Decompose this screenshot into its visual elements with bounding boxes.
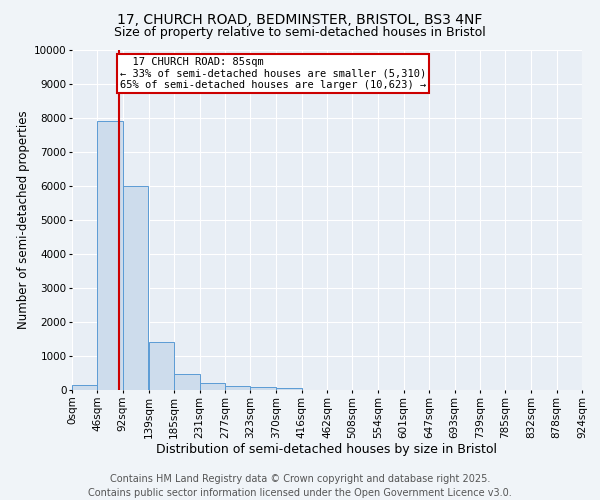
Bar xyxy=(149,342,174,390)
Bar xyxy=(225,386,250,390)
Bar xyxy=(97,122,123,390)
Text: Contains HM Land Registry data © Crown copyright and database right 2025.
Contai: Contains HM Land Registry data © Crown c… xyxy=(88,474,512,498)
Bar xyxy=(123,186,148,390)
Bar xyxy=(174,374,200,390)
Y-axis label: Number of semi-detached properties: Number of semi-detached properties xyxy=(17,110,29,330)
Bar xyxy=(199,382,225,390)
X-axis label: Distribution of semi-detached houses by size in Bristol: Distribution of semi-detached houses by … xyxy=(157,443,497,456)
Text: Size of property relative to semi-detached houses in Bristol: Size of property relative to semi-detach… xyxy=(114,26,486,39)
Bar xyxy=(276,388,302,390)
Text: 17 CHURCH ROAD: 85sqm
← 33% of semi-detached houses are smaller (5,310)
65% of s: 17 CHURCH ROAD: 85sqm ← 33% of semi-deta… xyxy=(120,57,426,90)
Text: 17, CHURCH ROAD, BEDMINSTER, BRISTOL, BS3 4NF: 17, CHURCH ROAD, BEDMINSTER, BRISTOL, BS… xyxy=(118,12,482,26)
Bar xyxy=(250,387,275,390)
Bar xyxy=(72,385,97,390)
